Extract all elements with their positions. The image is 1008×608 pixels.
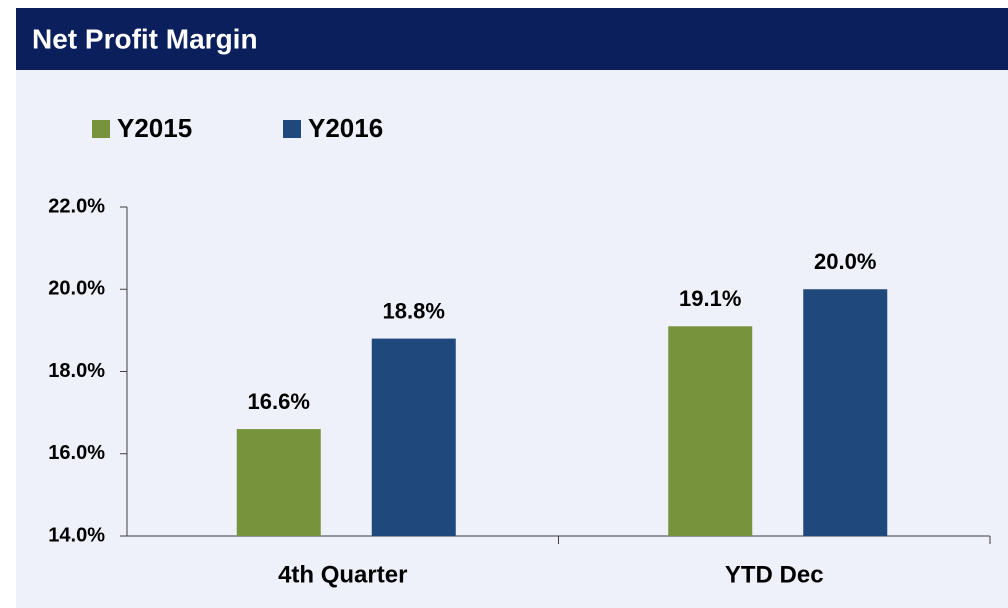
legend-swatch <box>92 120 110 138</box>
x-tick-label: 4th Quarter <box>278 561 407 588</box>
value-label: 20.0% <box>814 249 876 274</box>
y-tick-label: 18.0% <box>48 360 105 382</box>
y-tick-label: 16.0% <box>48 442 105 464</box>
chart-title: Net Profit Margin <box>32 23 258 54</box>
legend-swatch <box>283 120 301 138</box>
x-tick-label: YTD Dec <box>725 561 824 588</box>
y-tick-label: 22.0% <box>48 195 105 217</box>
bar <box>371 338 456 536</box>
bar <box>236 429 321 536</box>
title-bar <box>16 8 1008 70</box>
legend-label: Y2015 <box>117 113 192 143</box>
value-label: 19.1% <box>679 286 741 311</box>
value-label: 16.6% <box>248 389 310 414</box>
bar <box>803 289 888 536</box>
bar <box>668 326 753 536</box>
y-tick-label: 20.0% <box>48 278 105 300</box>
value-label: 18.8% <box>383 298 445 323</box>
legend-label: Y2016 <box>308 113 383 143</box>
y-tick-label: 14.0% <box>48 524 105 546</box>
